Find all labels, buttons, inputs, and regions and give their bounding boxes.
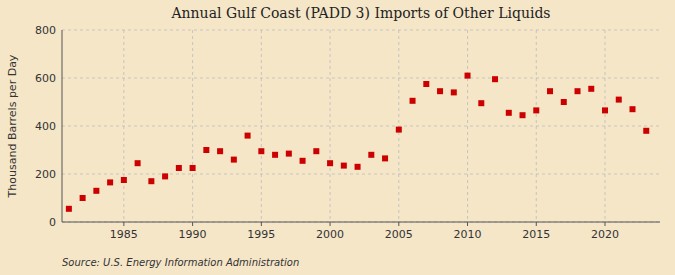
x-grid-line [192,30,193,222]
point [616,97,622,103]
point [80,195,86,201]
x-tick-label: 1995 [247,228,275,241]
point [478,100,484,106]
point [286,151,292,157]
x-grid-line [261,30,262,222]
point [190,165,196,171]
x-tick [467,222,468,226]
y-tick-label: 200 [35,168,56,181]
point [313,148,319,154]
point [423,81,429,87]
point [327,160,333,166]
x-grid-line [605,30,606,222]
y-tick-label: 0 [49,216,56,229]
chart: Annual Gulf Coast (PADD 3) Imports of Ot… [0,0,675,275]
x-axis-line [62,222,660,223]
x-tick [123,222,124,226]
point [300,158,306,164]
y-tick-label: 400 [35,120,56,133]
point [465,73,471,79]
y-grid-line [62,222,660,223]
x-tick [261,222,262,226]
point [66,206,72,212]
x-tick-label: 2000 [316,228,344,241]
point [575,88,581,94]
x-grid-line [467,30,468,222]
point [121,177,127,183]
point [368,152,374,158]
point [107,179,113,185]
y-tick-label: 600 [35,72,56,85]
point [561,99,567,105]
point [630,106,636,112]
point [231,157,237,163]
y-grid-line [62,174,660,175]
grid [62,30,660,222]
background [0,0,675,275]
x-tick-label: 2020 [591,228,619,241]
point [451,89,457,95]
point [245,133,251,139]
y-grid-line [62,126,660,127]
y-grid-line [62,78,660,79]
point [547,88,553,94]
point [258,148,264,154]
point [203,147,209,153]
x-grid-line [536,30,537,222]
point [382,155,388,161]
y-grid-line [62,30,660,31]
point [588,86,594,92]
x-tick [605,222,606,226]
point [135,160,141,166]
x-tick-label: 2015 [522,228,550,241]
x-grid-line [330,30,331,222]
x-grid-line [123,30,124,222]
point [272,152,278,158]
points [66,73,649,212]
x-tick-label: 2005 [385,228,413,241]
point [176,165,182,171]
y-axis-label: Thousand Barrels per Day [6,54,19,198]
x-grid-line [398,30,399,222]
point [217,148,223,154]
point [162,173,168,179]
point [520,112,526,118]
point [396,127,402,133]
x-tick [192,222,193,226]
point [355,164,361,170]
point [506,110,512,116]
x-tick [330,222,331,226]
point [410,98,416,104]
point [643,128,649,134]
point [602,107,608,113]
point [492,76,498,82]
y-axis-line [62,30,63,222]
point [341,163,347,169]
point [148,178,154,184]
x-tick-label: 1985 [110,228,138,241]
point [93,188,99,194]
point [437,88,443,94]
y-tick-label: 800 [35,24,56,37]
point [533,107,539,113]
x-tick [398,222,399,226]
x-tick [536,222,537,226]
source-annotation: Source: U.S. Energy Information Administ… [62,257,299,268]
x-tick-label: 2010 [454,228,482,241]
x-tick-label: 1990 [179,228,207,241]
title: Annual Gulf Coast (PADD 3) Imports of Ot… [170,5,550,21]
